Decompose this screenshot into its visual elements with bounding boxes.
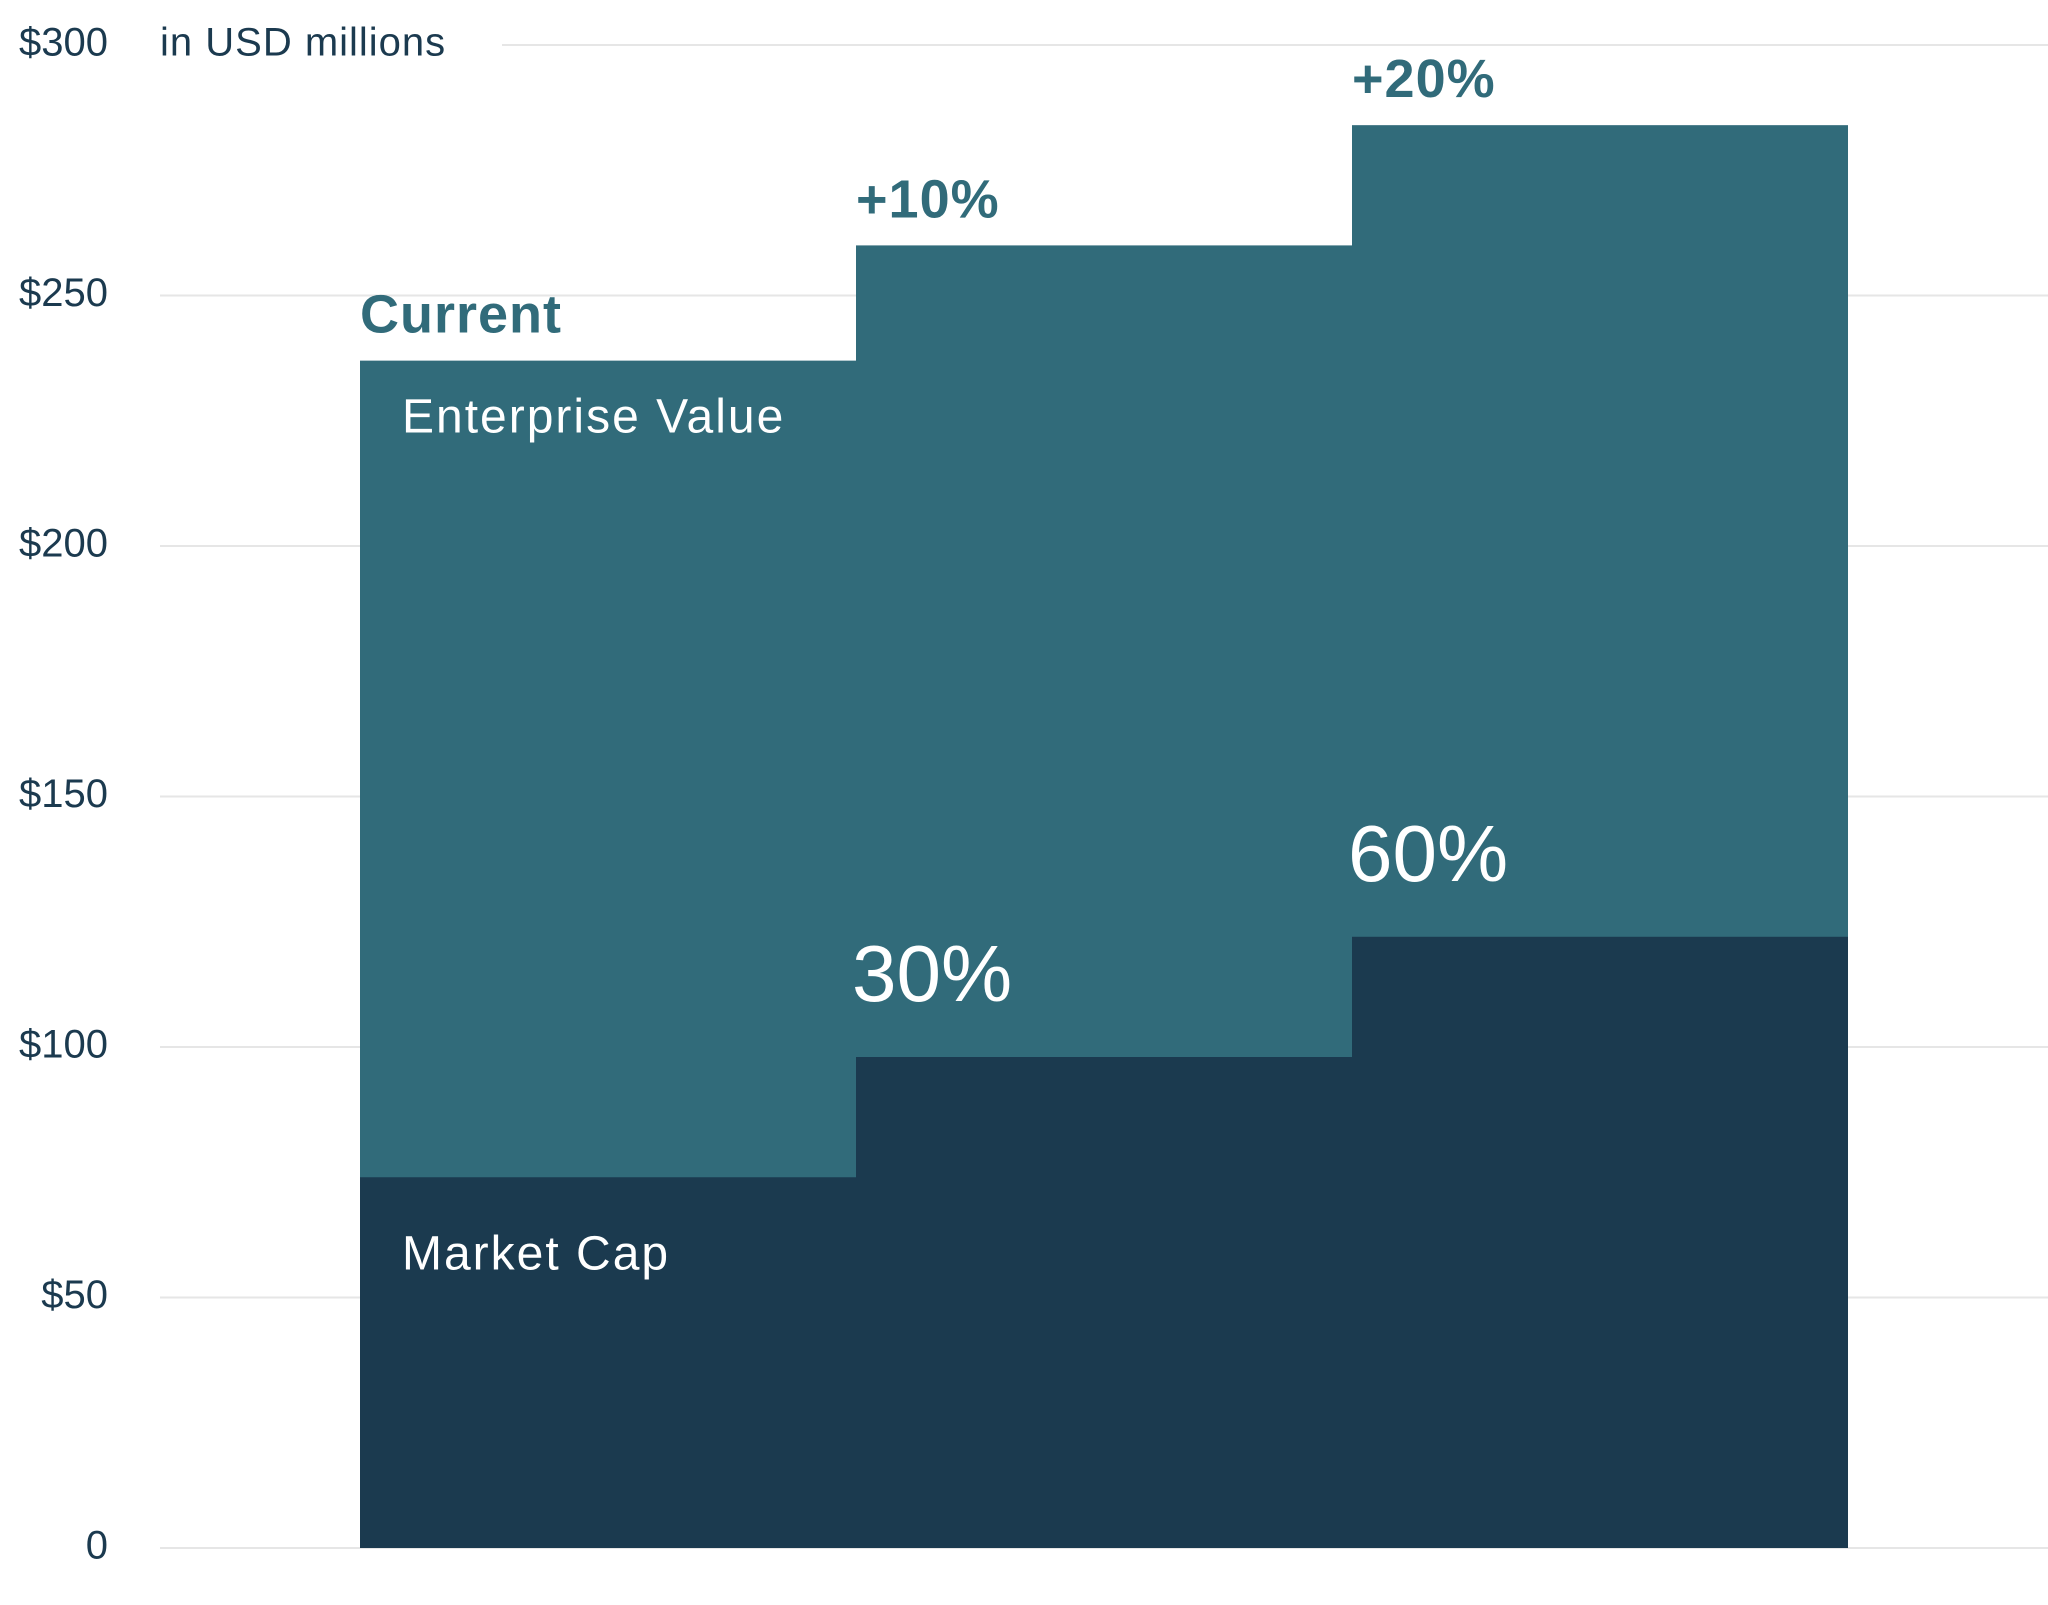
- y-tick-label: $100: [19, 1023, 108, 1067]
- series-label-market-cap: Market Cap: [402, 1227, 670, 1280]
- market-cap-bar: [360, 1177, 856, 1548]
- series-label-enterprise-value: Enterprise Value: [402, 391, 785, 444]
- y-tick-label: $300: [19, 21, 108, 65]
- y-tick-label: $150: [19, 772, 108, 816]
- y-tick-label: 0: [86, 1524, 108, 1568]
- category-label: Current: [360, 285, 562, 345]
- segment-percent-label: 30%: [852, 929, 1012, 1018]
- category-label: +10%: [856, 169, 1000, 229]
- market-cap-bar: [1352, 936, 1848, 1548]
- y-tick-label: $200: [19, 522, 108, 566]
- market-cap-bar: [856, 1057, 1352, 1548]
- y-tick-label: $50: [41, 1273, 108, 1317]
- unit-label: in USD millions: [160, 21, 446, 65]
- segment-percent-label: 60%: [1348, 809, 1508, 898]
- category-label: +20%: [1352, 49, 1496, 109]
- y-tick-label: $250: [19, 271, 108, 315]
